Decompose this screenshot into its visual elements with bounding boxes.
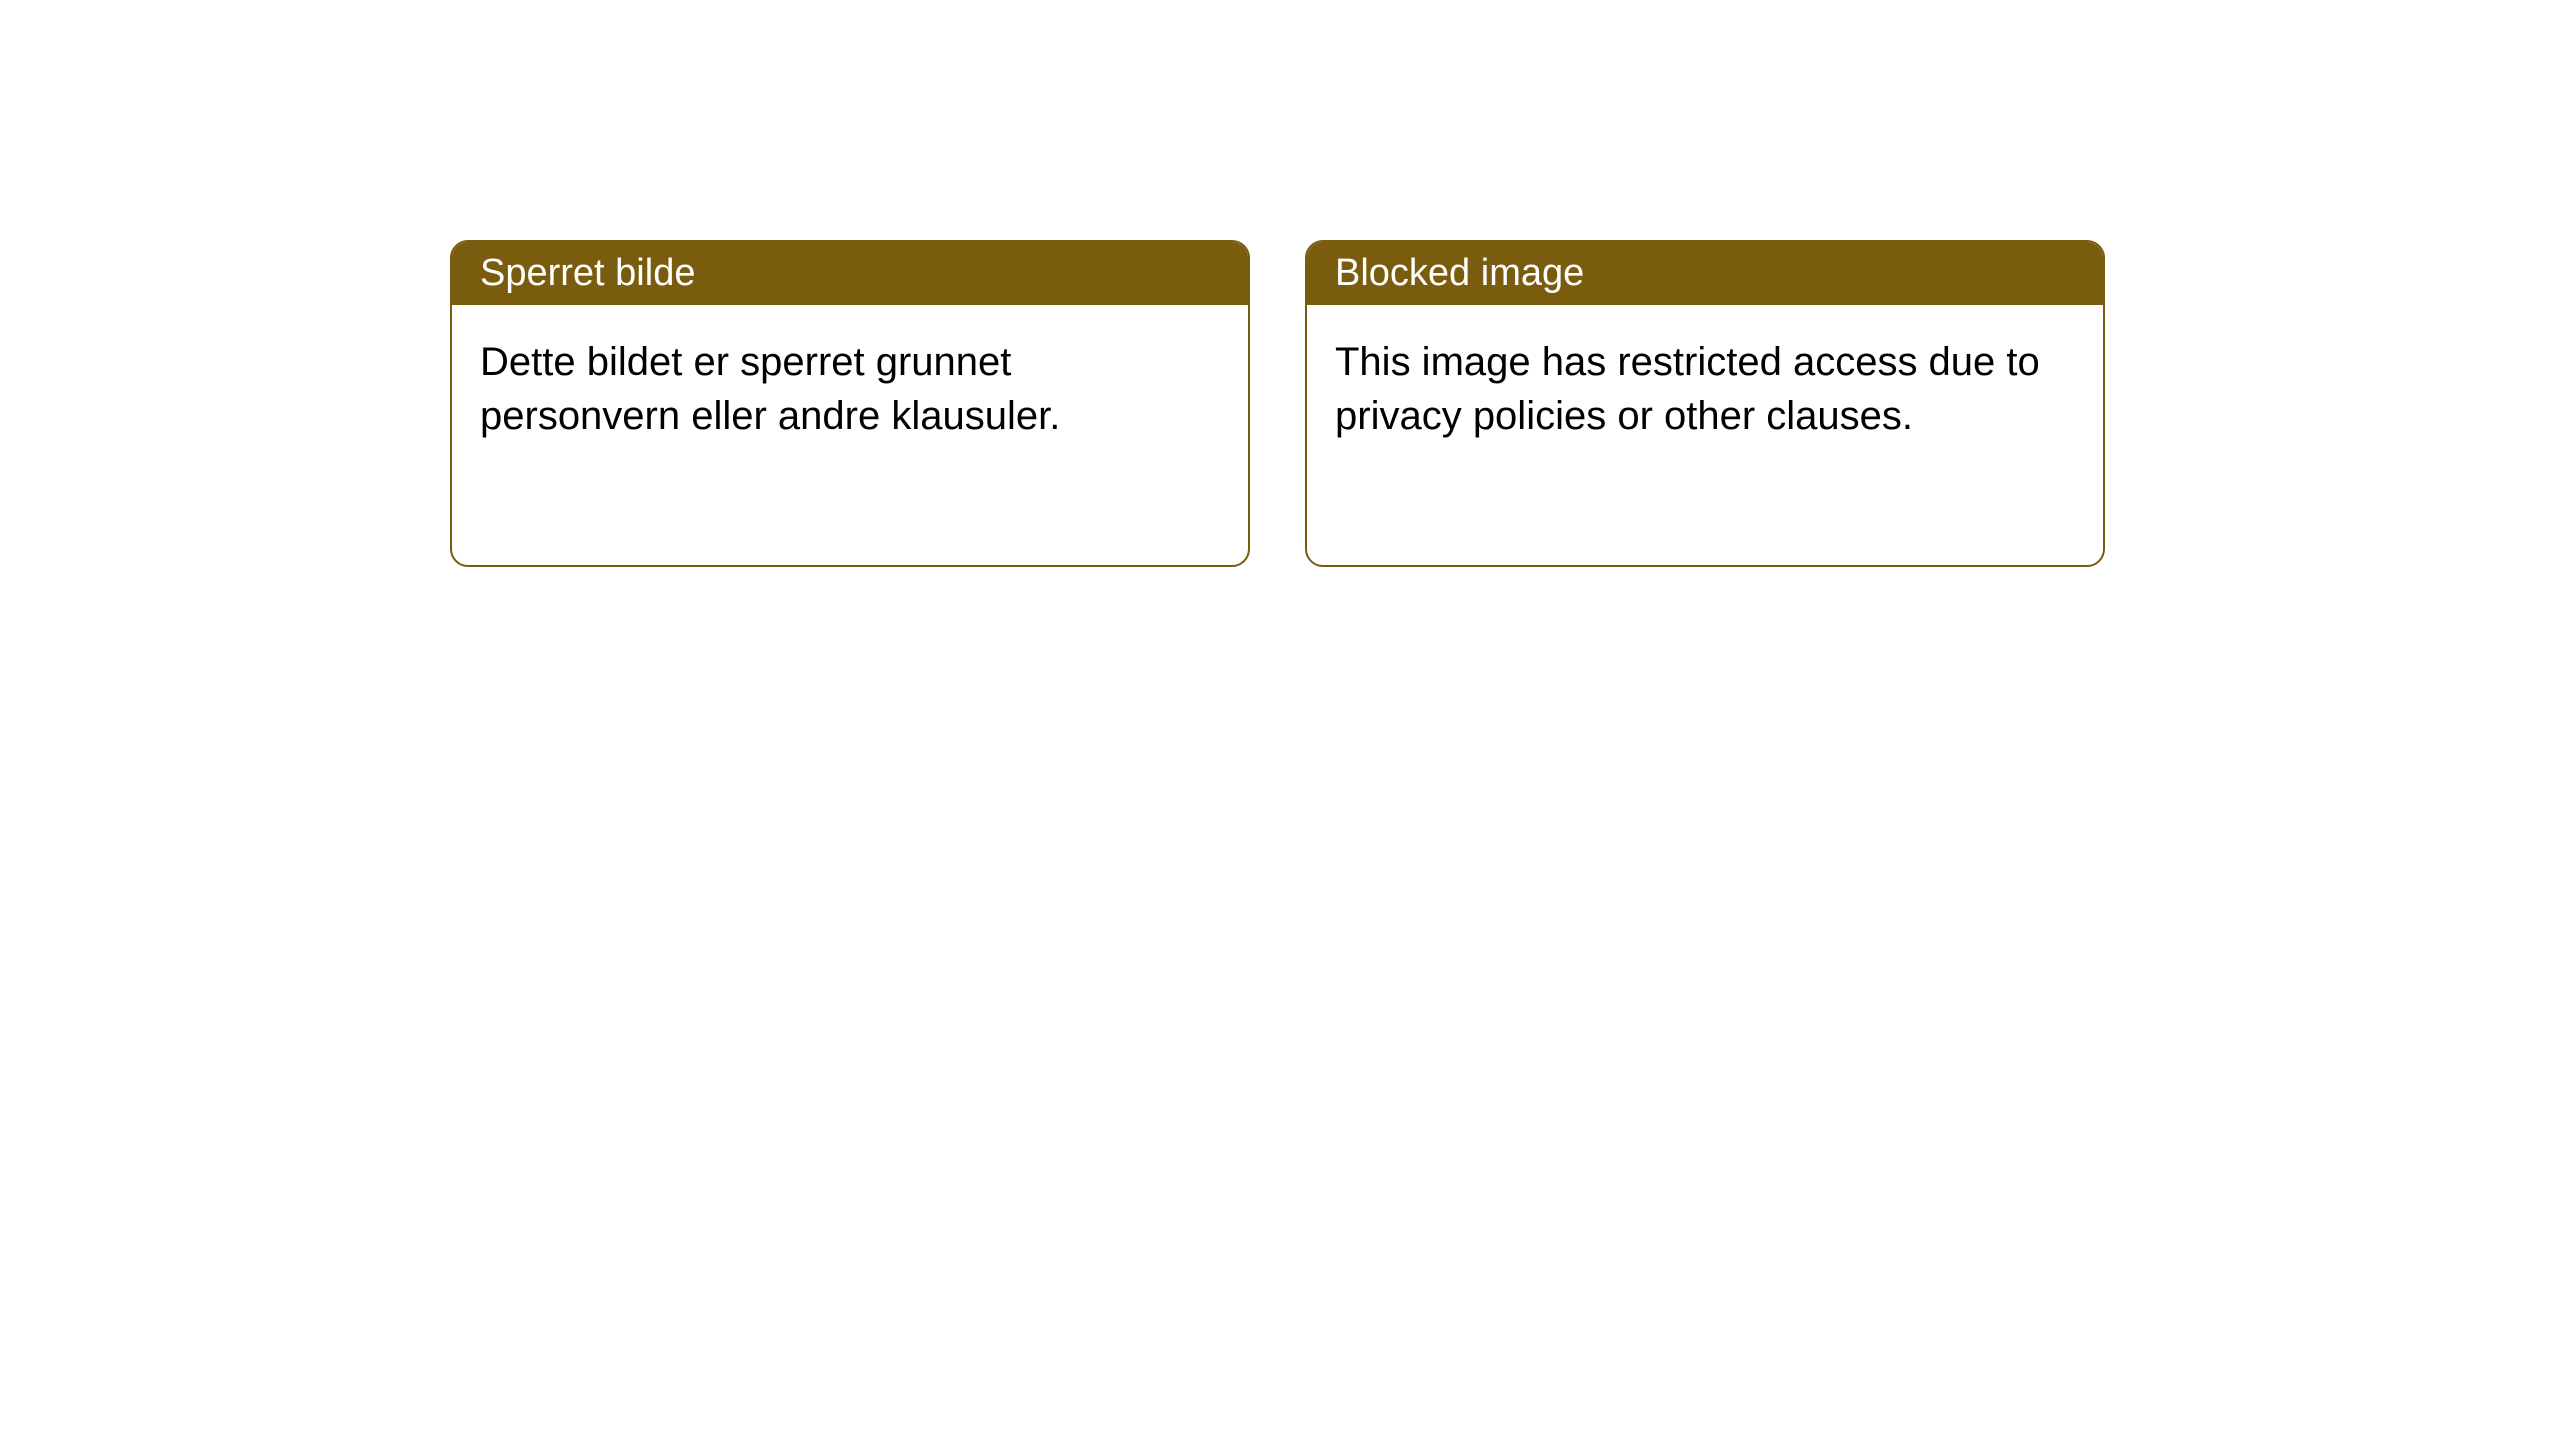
- card-title: Sperret bilde: [480, 252, 695, 294]
- card-body-text: This image has restricted access due to …: [1335, 340, 2040, 438]
- card-header: Blocked image: [1307, 242, 2103, 305]
- card-header: Sperret bilde: [452, 242, 1248, 305]
- card-title: Blocked image: [1335, 252, 1584, 294]
- card-body-text: Dette bildet er sperret grunnet personve…: [480, 340, 1060, 438]
- notice-card-english: Blocked image This image has restricted …: [1305, 240, 2105, 567]
- notice-cards-container: Sperret bilde Dette bildet er sperret gr…: [450, 240, 2105, 567]
- notice-card-norwegian: Sperret bilde Dette bildet er sperret gr…: [450, 240, 1250, 567]
- card-body: This image has restricted access due to …: [1307, 305, 2103, 565]
- card-body: Dette bildet er sperret grunnet personve…: [452, 305, 1248, 565]
